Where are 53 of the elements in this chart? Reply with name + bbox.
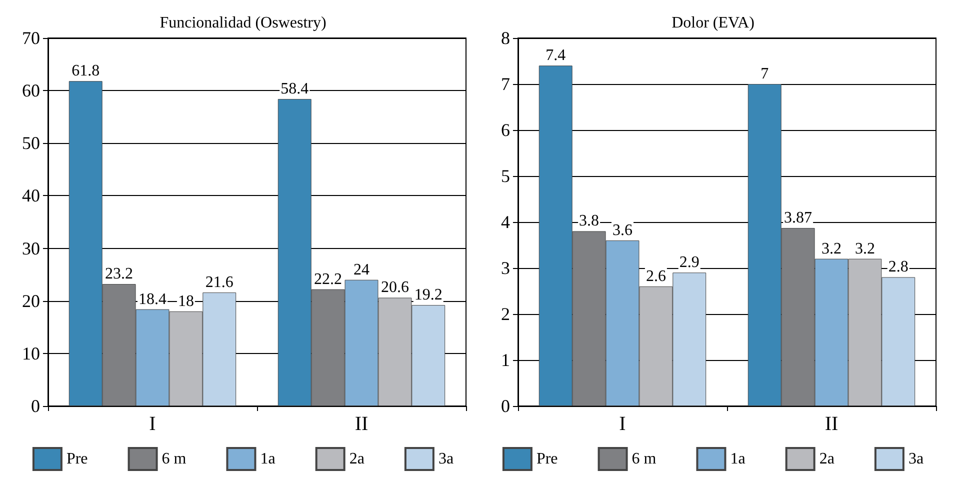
chart-title: Dolor (EVA): [672, 14, 754, 32]
y-tick-label: 70: [22, 28, 40, 48]
data-label: 18: [178, 292, 194, 310]
y-tick-label: 1: [501, 350, 510, 370]
y-tick-label: 2: [501, 304, 510, 324]
y-tick-label: 3: [501, 258, 510, 278]
data-label: 20.6: [380, 279, 409, 296]
data-label: 24: [354, 261, 370, 278]
y-tick-label: 60: [22, 80, 40, 101]
x-tick-label: II: [824, 413, 838, 435]
legend-label: 1a: [730, 450, 746, 468]
data-label: 61.8: [72, 62, 100, 80]
y-tick-label: 0: [31, 396, 40, 416]
x-tick-label: I: [149, 413, 156, 435]
y-tick-label: 40: [22, 186, 40, 206]
data-label: 22.2: [314, 270, 342, 288]
data-label: 3.6: [612, 222, 632, 239]
y-tick-label: 50: [22, 133, 40, 154]
y-tick-label: 20: [22, 290, 40, 311]
data-label: 58.4: [280, 80, 309, 98]
data-label: 2.9: [679, 254, 700, 272]
legend-label: Pre: [66, 450, 88, 468]
y-tick-label: 4: [501, 212, 510, 232]
y-tick-label: 6: [501, 120, 510, 140]
x-tick-label: II: [354, 413, 368, 435]
x-tick-label: I: [619, 413, 626, 435]
data-label: 3.8: [579, 212, 600, 230]
data-label: 7.4: [546, 47, 566, 64]
y-tick-label: 7: [501, 74, 510, 94]
y-tick-label: 10: [22, 343, 40, 364]
data-label: 7: [760, 66, 769, 82]
data-label: 3.87: [784, 209, 812, 226]
legend-label: 1a: [260, 450, 276, 468]
y-tick-label: 8: [501, 28, 510, 48]
data-label: 3.2: [822, 240, 842, 258]
data-label: 19.2: [414, 286, 442, 304]
y-tick-label: 30: [22, 238, 40, 258]
data-label: 21.6: [205, 274, 234, 291]
data-label: 23.2: [105, 266, 134, 283]
data-label: 2.6: [646, 268, 666, 285]
legend-label: Pre: [536, 450, 558, 468]
legend-label: 3a: [438, 450, 454, 468]
y-tick-label: 5: [501, 166, 510, 186]
legend-label: 6 m: [632, 450, 657, 468]
data-label: 2.8: [888, 258, 908, 276]
legend-label: 2a: [819, 450, 834, 468]
data-label: 18.4: [138, 290, 166, 308]
chart-title: Funcionalidad (Oswestry): [160, 14, 326, 32]
legend-label: 6 m: [162, 450, 187, 468]
data-label: 3.2: [854, 240, 875, 258]
legend-label: 3a: [908, 450, 924, 468]
legend-label: 2a: [349, 450, 364, 468]
y-tick-label: 0: [501, 396, 510, 416]
